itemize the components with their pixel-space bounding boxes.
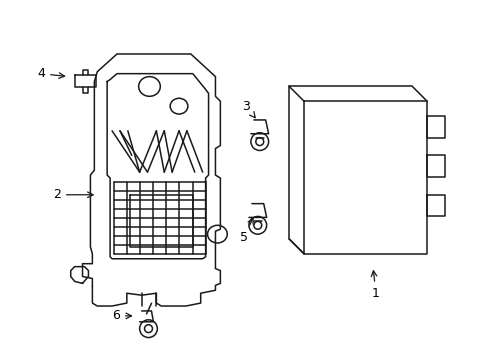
Text: 6: 6 <box>112 309 131 322</box>
Text: 5: 5 <box>240 218 253 244</box>
Text: 2: 2 <box>53 188 93 201</box>
Text: 3: 3 <box>242 100 255 118</box>
Text: 4: 4 <box>37 67 64 80</box>
Text: 1: 1 <box>370 271 379 300</box>
